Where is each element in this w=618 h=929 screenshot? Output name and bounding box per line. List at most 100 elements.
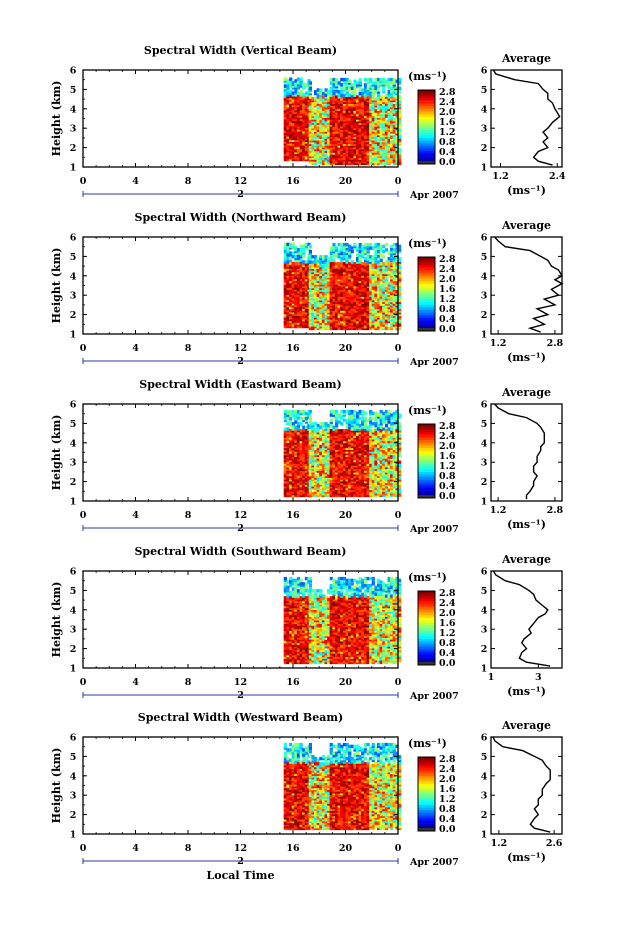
heatmap-cell bbox=[294, 115, 298, 120]
heatmap-cell bbox=[327, 100, 331, 104]
heatmap-cell bbox=[392, 158, 396, 162]
heatmap-cell bbox=[332, 467, 336, 471]
heatmap-cell bbox=[311, 434, 315, 438]
heatmap-cell bbox=[384, 295, 389, 299]
heatmap-cell bbox=[327, 305, 331, 310]
heatmap-cell bbox=[319, 119, 323, 124]
heatmap-cell bbox=[302, 446, 306, 450]
heatmap-cell bbox=[387, 318, 391, 322]
heatmap-cell bbox=[348, 323, 352, 327]
heatmap-cell bbox=[337, 132, 341, 136]
heatmap-cell bbox=[371, 255, 375, 259]
heatmap-cell bbox=[358, 256, 362, 261]
heatmap-cell bbox=[382, 302, 386, 306]
heatmap-cell bbox=[283, 464, 287, 468]
heatmap-cell bbox=[377, 97, 381, 101]
heatmap-cell bbox=[369, 293, 373, 297]
heatmap-cell bbox=[379, 311, 383, 315]
heatmap-cell bbox=[390, 300, 394, 304]
heatmap-cell bbox=[395, 135, 399, 139]
heatmap-cell bbox=[299, 453, 303, 457]
heatmap-cell bbox=[366, 295, 370, 299]
heatmap-cell bbox=[363, 262, 368, 266]
heatmap-cell bbox=[283, 427, 287, 431]
heatmap-cell bbox=[353, 300, 357, 304]
heatmap-cell bbox=[356, 312, 360, 317]
heatmap-cell bbox=[291, 490, 295, 494]
heatmap-cell bbox=[319, 93, 323, 97]
heatmap-cell bbox=[384, 316, 389, 320]
heatmap-cell bbox=[294, 409, 298, 414]
heatmap-cell bbox=[384, 297, 389, 301]
heatmap-cell bbox=[332, 439, 336, 443]
heatmap-cell bbox=[299, 474, 303, 478]
heatmap-cell bbox=[327, 319, 331, 324]
heatmap-cell bbox=[294, 450, 298, 454]
heatmap-cell bbox=[302, 409, 306, 414]
heatmap-cell bbox=[299, 267, 303, 271]
heatmap-cell bbox=[379, 95, 383, 99]
heatmap-cell bbox=[332, 318, 336, 322]
heatmap-cell bbox=[286, 324, 290, 329]
heatmap-cell bbox=[363, 132, 368, 136]
heatmap-cell bbox=[361, 255, 365, 259]
heatmap-cell bbox=[361, 290, 365, 294]
heatmap-cell bbox=[345, 97, 349, 101]
heatmap-cell bbox=[286, 242, 290, 247]
heatmap-cell bbox=[369, 255, 373, 259]
heatmap-cell bbox=[316, 93, 320, 97]
heatmap-cell bbox=[283, 260, 287, 264]
heatmap-cell bbox=[337, 139, 341, 143]
heatmap-cell bbox=[335, 139, 339, 143]
heatmap-cell bbox=[319, 116, 323, 120]
heatmap-cell bbox=[332, 462, 336, 466]
heatmap-cell bbox=[379, 128, 383, 132]
heatmap-cell bbox=[348, 302, 352, 306]
heatmap-cell bbox=[329, 319, 333, 324]
heatmap-cell bbox=[332, 283, 336, 287]
heatmap-cell bbox=[353, 161, 357, 166]
heatmap-cell bbox=[353, 86, 357, 90]
heatmap-cell bbox=[302, 430, 306, 435]
heatmap-cell bbox=[350, 91, 354, 96]
heatmap-cell bbox=[324, 492, 328, 496]
heatmap-cell bbox=[371, 139, 375, 143]
heatmap-cell bbox=[296, 77, 301, 81]
heatmap-cell bbox=[302, 439, 306, 443]
heatmap-cell bbox=[289, 289, 293, 294]
heatmap-cell bbox=[337, 128, 341, 132]
heatmap-cell bbox=[348, 307, 352, 311]
heatmap-cell bbox=[311, 125, 315, 129]
heatmap-cell bbox=[390, 119, 394, 124]
heatmap-cell bbox=[395, 111, 399, 115]
heatmap-cell bbox=[289, 103, 293, 108]
heatmap-cell bbox=[366, 321, 370, 325]
heatmap-cell bbox=[302, 462, 306, 466]
heatmap-cell bbox=[335, 486, 339, 491]
heatmap-cell bbox=[299, 96, 303, 101]
heatmap-cell bbox=[311, 443, 315, 447]
heatmap-cell bbox=[398, 142, 402, 146]
heatmap-cell bbox=[387, 83, 391, 87]
heatmap-cell bbox=[342, 325, 347, 329]
heatmap-cell bbox=[314, 142, 318, 146]
heatmap-cell bbox=[329, 486, 333, 491]
heatmap-cell bbox=[286, 138, 290, 142]
heatmap-cell bbox=[342, 272, 347, 276]
heatmap-cell bbox=[392, 305, 396, 310]
heatmap-cell bbox=[286, 115, 290, 120]
heatmap-cell bbox=[299, 323, 303, 327]
heatmap-cell bbox=[398, 132, 402, 136]
heatmap-cell bbox=[304, 420, 308, 424]
heatmap-cell bbox=[299, 416, 303, 421]
heatmap-cell bbox=[316, 272, 320, 276]
heatmap-cell bbox=[329, 283, 333, 287]
heatmap-cell bbox=[377, 290, 381, 294]
heatmap-cell bbox=[302, 411, 306, 416]
heatmap-cell bbox=[314, 300, 318, 304]
heatmap-cell bbox=[390, 321, 394, 325]
heatmap-cell bbox=[314, 488, 318, 492]
heatmap-cell bbox=[337, 326, 341, 331]
heatmap-cell bbox=[350, 249, 354, 254]
heatmap-cell bbox=[353, 109, 357, 113]
